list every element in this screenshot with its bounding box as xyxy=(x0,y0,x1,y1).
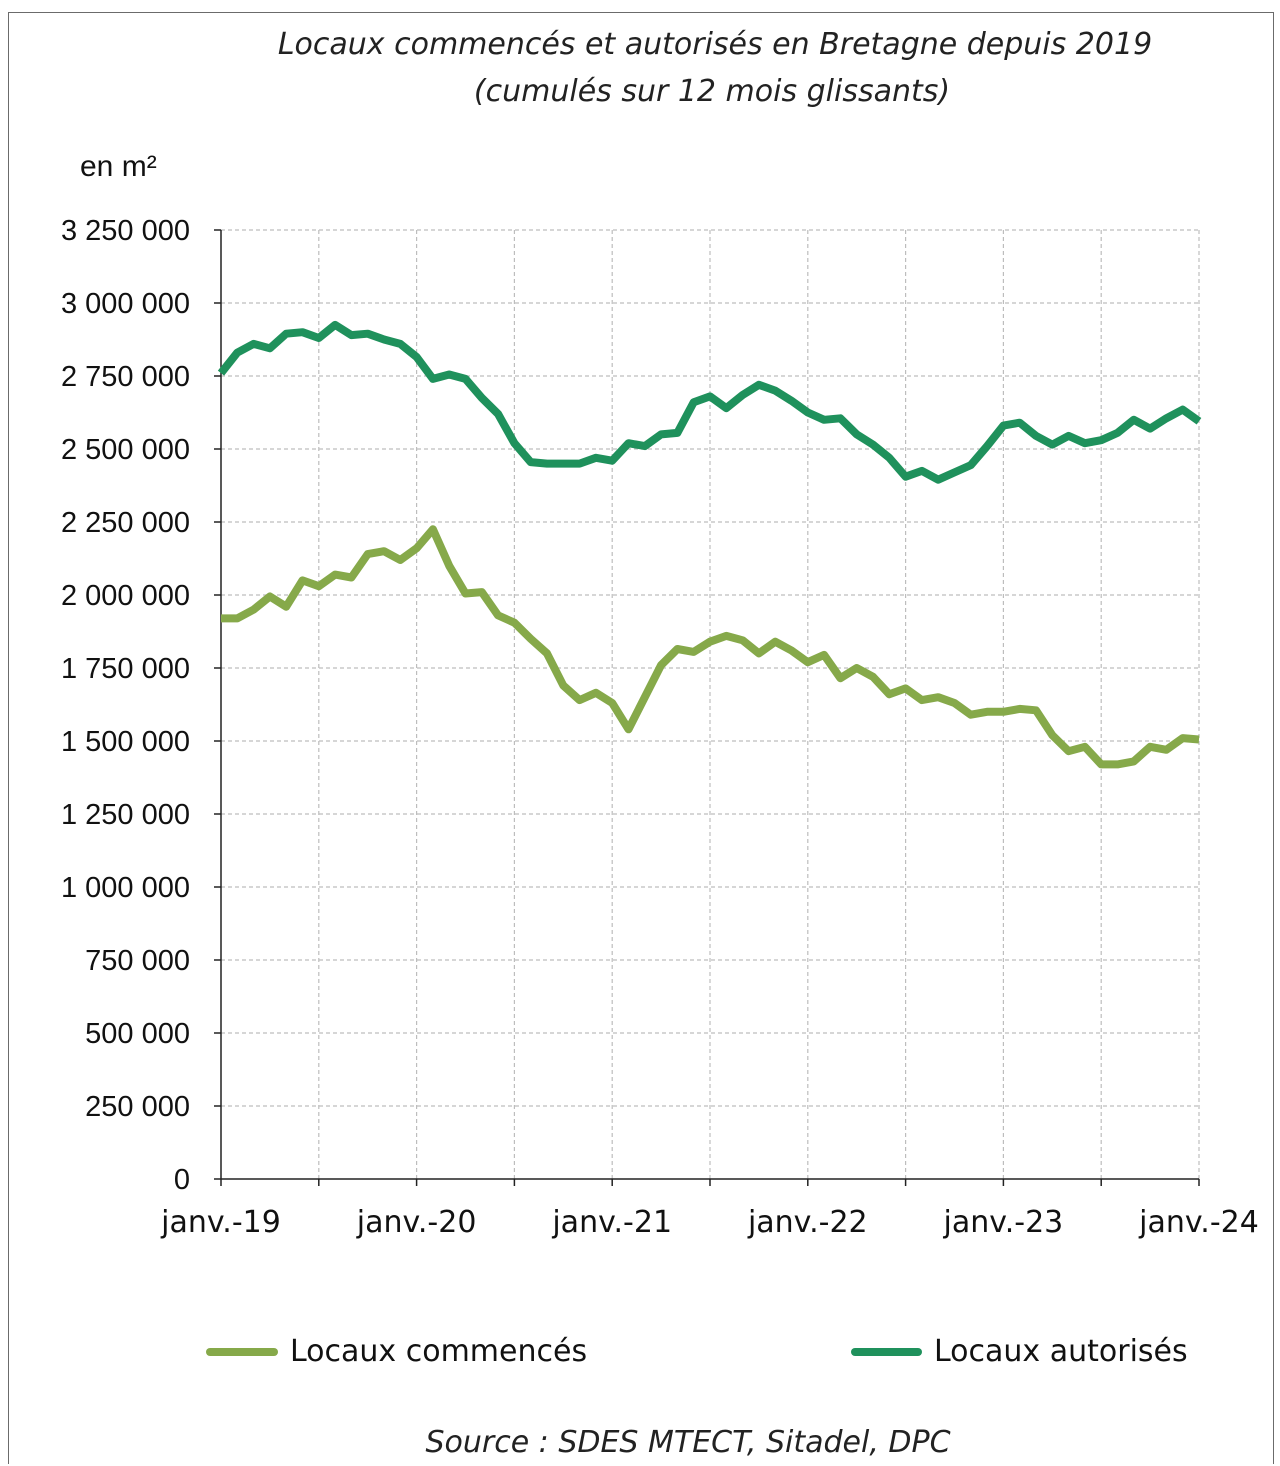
x-tick-labels: janv.-19 janv.-20 janv.-21 janv.-22 janv.-23… xyxy=(160,1205,1259,1240)
y-tick-label: 500 000 xyxy=(85,1018,190,1050)
x-tick-label: janv.-19 xyxy=(160,1205,281,1240)
legend-label-autorises: Locaux autorisés xyxy=(934,1334,1188,1369)
x-tick-label: janv.-20 xyxy=(356,1205,477,1240)
y-tick-label: 2 750 000 xyxy=(61,361,190,393)
x-tick-label: janv.-21 xyxy=(551,1205,672,1240)
axes xyxy=(214,229,1200,1186)
grid xyxy=(221,229,1200,1179)
x-tick-label: janv.-24 xyxy=(1138,1205,1259,1240)
y-tick-label: 3 250 000 xyxy=(61,215,190,247)
series-lines xyxy=(217,320,1202,769)
y-tick-label: 2 000 000 xyxy=(61,580,190,612)
y-tick-label: 3 000 000 xyxy=(61,288,190,320)
chart-subtitle: (cumulés sur 12 mois glissants) xyxy=(474,74,950,109)
y-tick-labels: 0 250 000 500 000 750 000 1 000 000 1 250 000… xyxy=(61,215,190,1196)
series-line-locaux-autorises xyxy=(217,320,1202,484)
y-tick-label: 250 000 xyxy=(85,1091,190,1123)
y-tick-label: 1 750 000 xyxy=(61,653,190,685)
legend: Locaux commencés Locaux autorisés xyxy=(206,1334,1188,1369)
y-axis-unit-label: en m² xyxy=(80,150,157,183)
y-tick-label: 1 500 000 xyxy=(61,726,190,758)
x-tick-label: janv.-23 xyxy=(943,1205,1064,1240)
legend-label-commences: Locaux commencés xyxy=(290,1334,587,1369)
y-tick-label: 0 xyxy=(174,1164,190,1196)
y-tick-label: 2 500 000 xyxy=(61,434,190,466)
source-note: Source : SDES MTECT, Sitadel, DPC xyxy=(425,1425,950,1460)
series-line-locaux-commences xyxy=(221,525,1200,769)
chart-frame xyxy=(8,12,1274,1464)
y-tick-label: 1 000 000 xyxy=(61,872,190,904)
y-tick-label: 1 250 000 xyxy=(61,799,190,831)
x-tick-label: janv.-22 xyxy=(747,1205,868,1240)
y-tick-label: 2 250 000 xyxy=(61,507,190,539)
chart-title: Locaux commencés et autorisés en Bretagn… xyxy=(278,27,1152,62)
y-tick-label: 750 000 xyxy=(85,945,190,977)
